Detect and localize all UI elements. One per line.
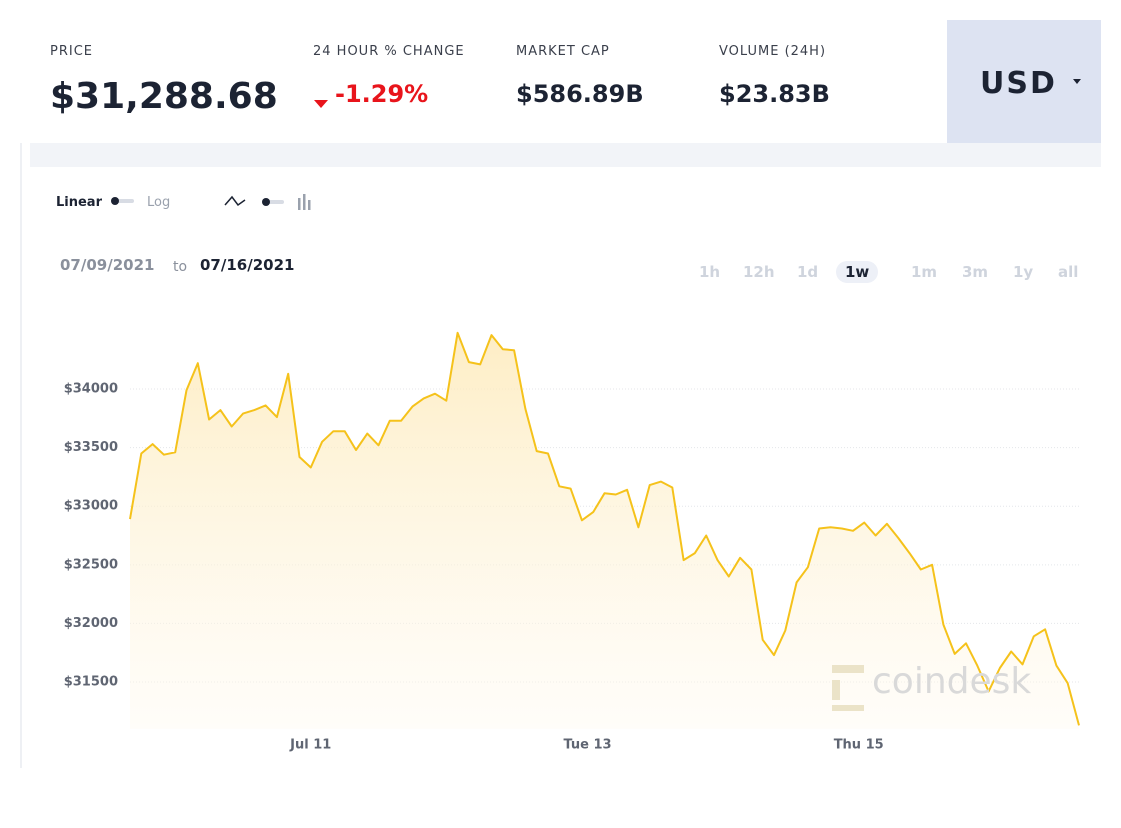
period-button[interactable]: 1m: [911, 263, 938, 281]
currency[interactable]: USD: [980, 66, 1057, 101]
price-value: $31,288.68: [50, 76, 278, 117]
y-tick-label: $33000: [64, 499, 118, 514]
period-button[interactable]: 1w: [836, 261, 879, 283]
down-arrow: [314, 100, 328, 108]
x-tick-label: Jul 11: [289, 738, 331, 753]
scale-log[interactable]: Log: [147, 195, 171, 210]
period-button[interactable]: 1h: [699, 263, 721, 281]
stat-value: $586.89B: [516, 80, 644, 108]
stat-label: VOLUME (24H): [719, 44, 827, 59]
period-button[interactable]: 12h: [743, 263, 775, 281]
period-button[interactable]: 1y: [1013, 263, 1034, 281]
chart-type-toggle[interactable]: [224, 193, 316, 211]
scale-toggle[interactable]: [110, 196, 136, 206]
period-button[interactable]: 3m: [962, 263, 989, 281]
y-tick-label: $34000: [64, 382, 118, 397]
stat-label: 24 HOUR % CHANGE: [313, 44, 465, 59]
change-value: -1.29%: [335, 80, 429, 108]
area: [130, 332, 1079, 729]
date-from: 07/09/2021: [60, 256, 155, 274]
stat-value: $23.83B: [719, 80, 830, 108]
y-tick-label: $33500: [64, 440, 118, 455]
scale-linear[interactable]: Linear: [56, 195, 102, 210]
date-to: 07/16/2021: [200, 256, 295, 274]
watermark: coindesk: [872, 661, 1031, 702]
date-to-word: to: [173, 259, 188, 275]
period-button[interactable]: 1d: [797, 263, 819, 281]
left-rule: [20, 143, 22, 768]
x-tick-label: Tue 13: [563, 738, 611, 753]
caret: [1073, 79, 1081, 84]
price-line: [129, 331, 1080, 726]
period-button[interactable]: all: [1058, 263, 1079, 281]
watermark-icon: [832, 665, 864, 711]
y-tick-label: $32500: [64, 557, 118, 572]
stat-label: PRICE: [50, 44, 93, 59]
y-tick-label: $31500: [64, 675, 118, 690]
gap-strip: [30, 143, 1101, 167]
header-card: [30, 20, 947, 143]
x-tick-label: Thu 15: [834, 738, 884, 753]
stat-label: MARKET CAP: [516, 44, 610, 59]
y-tick-label: $32000: [64, 616, 118, 631]
